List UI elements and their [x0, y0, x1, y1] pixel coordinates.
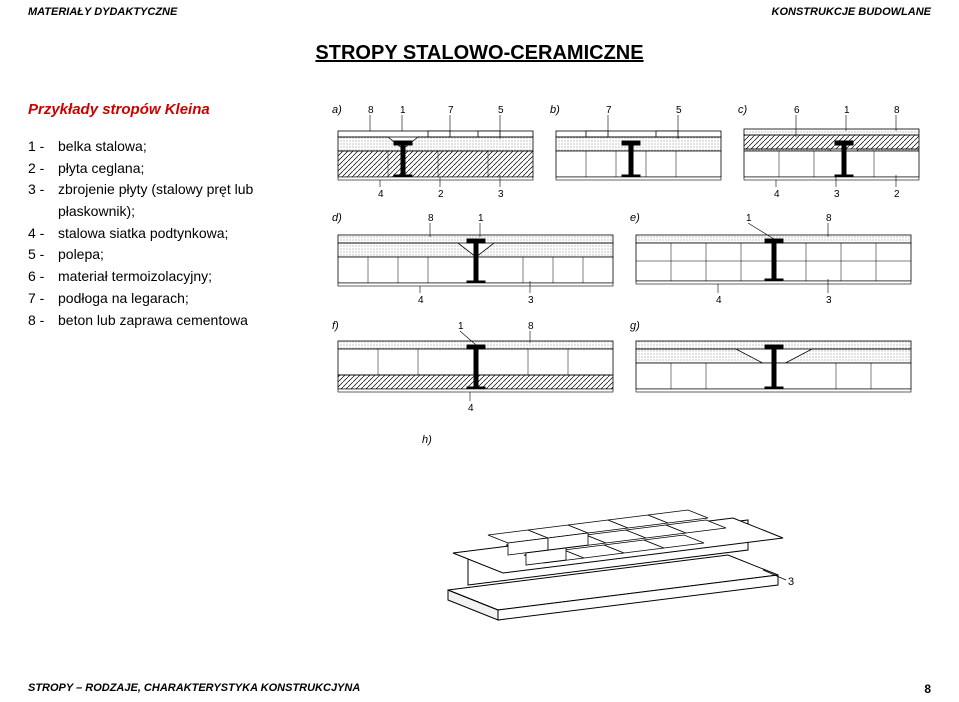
legend-num: 8 -: [28, 310, 58, 332]
svg-text:4: 4: [378, 189, 384, 200]
svg-text:4: 4: [716, 295, 722, 306]
svg-text:3: 3: [826, 295, 832, 306]
svg-text:3: 3: [498, 189, 504, 200]
svg-text:2: 2: [438, 189, 444, 200]
svg-text:7: 7: [448, 105, 454, 116]
legend-num: 6 -: [28, 266, 58, 288]
svg-text:1: 1: [478, 213, 484, 224]
figure-g: g): [626, 317, 916, 417]
svg-text:4: 4: [468, 403, 474, 414]
figure-c: c) 6 1 8: [734, 101, 924, 201]
svg-text:8: 8: [368, 105, 374, 116]
svg-text:3: 3: [788, 576, 794, 588]
svg-text:5: 5: [676, 105, 682, 116]
figure-h: h): [418, 425, 931, 625]
legend-row: 6 -materiał termoizolacyjny;: [28, 266, 328, 288]
svg-text:h): h): [422, 434, 432, 446]
svg-text:4: 4: [774, 189, 780, 200]
legend-text: materiał termoizolacyjny;: [58, 266, 212, 288]
svg-text:c): c): [738, 104, 748, 116]
legend-text: belka stalowa;: [58, 136, 147, 158]
figure-e: e) 1 8: [626, 209, 916, 309]
fig-label-a: a): [332, 104, 342, 116]
svg-text:2: 2: [894, 189, 900, 200]
legend-num: 2 -: [28, 158, 58, 180]
legend: 1 -belka stalowa;2 -płyta ceglana;3 -zbr…: [28, 136, 328, 331]
svg-text:1: 1: [746, 213, 752, 224]
legend-row: 3 -zbrojenie płyty (stalowy pręt lub pła…: [28, 179, 328, 222]
svg-text:5: 5: [498, 105, 504, 116]
figure-f: f) 1 8: [328, 317, 618, 417]
svg-text:8: 8: [428, 213, 434, 224]
figure-b: b) 7 5: [546, 101, 726, 201]
legend-row: 7 -podłoga na legarach;: [28, 288, 328, 310]
svg-text:8: 8: [894, 105, 900, 116]
header-left: MATERIAŁY DYDAKTYCZNE: [28, 6, 177, 18]
svg-text:g): g): [630, 320, 640, 332]
header-right: KONSTRUKCJE BUDOWLANE: [772, 6, 932, 18]
svg-text:7: 7: [606, 105, 612, 116]
footer-left: STROPY – RODZAJE, CHARAKTERYSTYKA KONSTR…: [28, 682, 360, 696]
svg-text:1: 1: [844, 105, 850, 116]
svg-text:1: 1: [400, 105, 406, 116]
legend-num: 5 -: [28, 244, 58, 266]
svg-text:3: 3: [834, 189, 840, 200]
page-title: STROPY STALOWO-CERAMICZNE: [0, 42, 959, 65]
legend-row: 5 -polepa;: [28, 244, 328, 266]
legend-text: beton lub zaprawa cementowa: [58, 310, 248, 332]
svg-text:8: 8: [528, 321, 534, 332]
legend-row: 8 -beton lub zaprawa cementowa: [28, 310, 328, 332]
legend-num: 4 -: [28, 223, 58, 245]
figure-d: d) 8 1: [328, 209, 618, 309]
legend-text: zbrojenie płyty (stalowy pręt lub płasko…: [58, 179, 328, 222]
legend-text: stalowa siatka podtynkowa;: [58, 223, 228, 245]
legend-text: polepa;: [58, 244, 104, 266]
legend-text: płyta ceglana;: [58, 158, 144, 180]
subtitle: Przykłady stropów Kleina: [28, 101, 328, 118]
legend-row: 1 -belka stalowa;: [28, 136, 328, 158]
legend-num: 3 -: [28, 179, 58, 222]
svg-text:4: 4: [418, 295, 424, 306]
legend-text: podłoga na legarach;: [58, 288, 189, 310]
svg-text:b): b): [550, 104, 560, 116]
figures-area: a) 8 1 7 5: [328, 101, 931, 625]
svg-text:6: 6: [794, 105, 800, 116]
svg-text:f): f): [332, 320, 339, 332]
legend-num: 1 -: [28, 136, 58, 158]
figure-a: a) 8 1 7 5: [328, 101, 538, 201]
page-number: 8: [924, 682, 931, 696]
svg-text:d): d): [332, 212, 342, 224]
legend-row: 2 -płyta ceglana;: [28, 158, 328, 180]
svg-text:3: 3: [528, 295, 534, 306]
svg-text:8: 8: [826, 213, 832, 224]
legend-row: 4 -stalowa siatka podtynkowa;: [28, 223, 328, 245]
svg-text:e): e): [630, 212, 640, 224]
svg-text:1: 1: [458, 321, 464, 332]
legend-num: 7 -: [28, 288, 58, 310]
